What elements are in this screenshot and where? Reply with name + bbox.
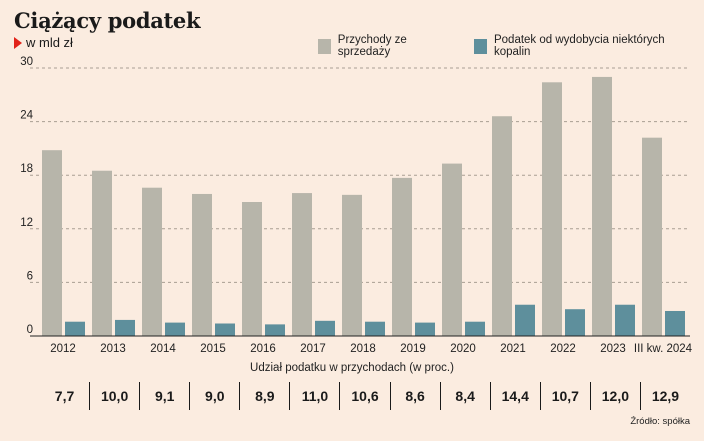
bar-revenue	[42, 150, 62, 336]
share-value: 10,0	[89, 382, 139, 410]
bar-revenue	[242, 202, 262, 336]
x-tick-label: 2020	[450, 343, 476, 355]
x-tick-label: 2016	[250, 343, 276, 355]
y-tick-label: 12	[20, 217, 33, 229]
bar-revenue	[542, 82, 562, 336]
share-value: 8,9	[239, 382, 289, 410]
bar-tax	[165, 322, 185, 336]
x-tick-label: 2023	[600, 343, 626, 355]
legend: Przychody ze sprzedaży Podatek od wydoby…	[318, 34, 704, 58]
x-tick-label: 2012	[50, 343, 76, 355]
x-tick-label: 2018	[350, 343, 376, 355]
legend-swatch-revenue	[318, 38, 331, 54]
bar-tax	[415, 322, 435, 336]
y-tick-label: 6	[27, 270, 33, 282]
bar-tax	[215, 323, 235, 336]
share-value: 8,4	[439, 382, 490, 410]
bar-tax	[465, 321, 485, 336]
y-tick-label: 30	[20, 56, 33, 68]
share-value: 9,0	[189, 382, 239, 410]
y-tick-label: 18	[20, 163, 33, 175]
x-tick-label: 2022	[550, 343, 576, 355]
x-tick-label: 2019	[400, 343, 426, 355]
red-triangle-icon	[14, 36, 22, 49]
share-value: 14,4	[489, 382, 540, 410]
bar-tax	[665, 310, 685, 336]
bar-revenue	[142, 187, 162, 336]
bar-revenue	[392, 177, 412, 336]
bar-revenue	[192, 193, 212, 336]
chart-subtitle: w mld zł	[14, 35, 73, 50]
bar-tax	[115, 319, 135, 336]
bar-tax	[615, 304, 635, 336]
legend-item-tax: Podatek od wydobycia niektórych kopalin	[474, 34, 674, 58]
bar-revenue	[492, 116, 512, 337]
bar-revenue	[442, 163, 462, 336]
bar-tax	[65, 321, 85, 336]
y-tick-label: 24	[20, 110, 33, 122]
share-value: 10,6	[339, 382, 389, 410]
share-value: 10,7	[539, 382, 590, 410]
share-value: 9,1	[139, 382, 189, 410]
unit-label: w mld zł	[26, 35, 73, 50]
legend-swatch-tax	[474, 38, 487, 54]
share-value: 8,6	[389, 382, 440, 410]
share-value: 7,7	[54, 388, 75, 404]
bar-revenue	[92, 170, 112, 336]
bar-revenue	[592, 76, 612, 336]
share-value: 12,9	[639, 382, 690, 410]
bar-tax	[515, 304, 535, 336]
share-caption: Udział podatku w przychodach (w proc.)	[250, 362, 454, 374]
legend-label-tax: Podatek od wydobycia niektórych kopalin	[493, 34, 665, 58]
bar-tax	[565, 309, 585, 336]
bar-tax	[365, 321, 385, 336]
bar-revenue	[292, 193, 312, 336]
chart-title: Ciążący podatek	[14, 8, 201, 33]
x-tick-label: 2014	[150, 343, 176, 355]
x-tick-label: 2013	[100, 343, 126, 355]
share-value: 11,0	[289, 382, 339, 410]
source-note: Źródło: spółka	[630, 416, 690, 427]
bar-chart: 0 6 12 18 24 30 2012 2013 2014 2015 2016 2017 2018 20…	[20, 56, 693, 355]
legend-label-revenue: Przychody ze sprzedaży	[337, 34, 407, 58]
share-value: 12,0	[589, 382, 640, 410]
x-tick-label: III kw. 2024	[634, 343, 693, 355]
bar-tax	[315, 320, 335, 336]
x-tick-label: 2021	[500, 343, 526, 355]
y-tick-label: 0	[27, 324, 33, 336]
x-tick-label: 2017	[300, 343, 326, 355]
bar-revenue	[642, 137, 662, 336]
legend-item-revenue: Przychody ze sprzedaży	[318, 34, 444, 58]
bar-tax	[265, 324, 285, 336]
x-tick-label: 2015	[200, 343, 226, 355]
bar-revenue	[342, 194, 362, 336]
share-row: 7,7 10,0 9,1 9,0 8,9 11,0 10,6 8,6 8,4 14,4 10,7 12…	[40, 382, 690, 410]
